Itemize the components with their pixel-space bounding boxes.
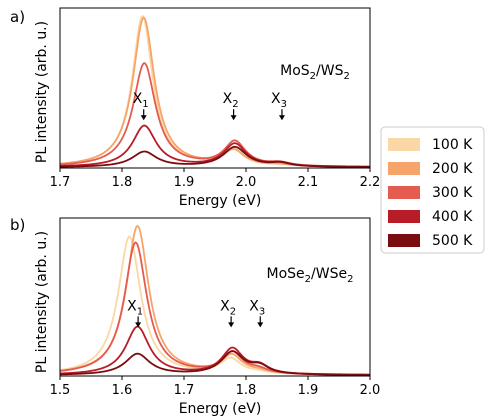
panel-a-y-axis-label: PL intensity (arb. u.) xyxy=(34,21,50,163)
panel-a-peak-label-x2: X2 xyxy=(223,91,239,121)
panel-b-x-tick-label: 1.6 xyxy=(112,383,133,398)
legend-label: 300 K xyxy=(432,185,473,201)
panel-a-peak-label-x1: X1 xyxy=(133,91,149,121)
panel-a: a) PL intensity (arb. u.) Energy (eV) 1.… xyxy=(10,7,381,209)
panel-b-x-ticks: 1.5 1.6 1.7 1.8 1.9 2.0 xyxy=(50,376,381,398)
panel-a-material-annotation: MoS2/WS2 xyxy=(280,63,350,82)
panel-a-x-tick-label: 2.2 xyxy=(360,175,381,190)
panel-a-series-100-k xyxy=(59,14,370,168)
panel-a-x-tick-label: 1.7 xyxy=(50,175,71,190)
panel-b-peak-label-text: X3 xyxy=(249,298,265,317)
panel-a-x-tick-label: 2.0 xyxy=(236,175,257,190)
legend-label: 500 K xyxy=(432,233,473,249)
panel-b-peak-label-x1: X1 xyxy=(127,298,143,328)
legend-entry-200-k: 200 K xyxy=(388,161,473,177)
panel-b-material-a-sub: 2 xyxy=(305,274,311,285)
panel-a-peak-arrow-head xyxy=(140,115,147,121)
legend-label: 200 K xyxy=(432,161,473,177)
panel-b-material-annotation: MoSe2/WSe2 xyxy=(267,266,354,285)
panel-b-x-tick-label: 1.5 xyxy=(50,383,71,398)
panel-a-peak-label-text: X2 xyxy=(223,91,239,110)
panel-b-x-tick-label: 1.8 xyxy=(236,383,257,398)
panel-b-peak-label-text: X2 xyxy=(220,298,236,317)
legend-label: 100 K xyxy=(432,137,473,153)
panel-b: b) PL intensity (arb. u.) Energy (eV) 1.… xyxy=(10,216,380,417)
panel-b-x-tick-label: 1.9 xyxy=(298,383,319,398)
panel-a-peak-arrow-head xyxy=(278,115,285,121)
legend-swatch xyxy=(388,138,420,151)
panel-b-curves xyxy=(59,224,371,376)
panel-a-peak-label-text: X3 xyxy=(271,91,287,110)
legend-swatch xyxy=(388,234,420,247)
panel-b-y-axis-label: PL intensity (arb. u.) xyxy=(34,231,50,373)
legend-items: 100 K 200 K 300 K 400 K 500 K xyxy=(388,137,473,249)
panel-a-series-500-k xyxy=(59,145,370,168)
panel-b-axes-frame xyxy=(59,217,371,377)
panel-b-peak-label-x3: X3 xyxy=(249,298,265,328)
panel-a-x-axis-label: Energy (eV) xyxy=(179,193,262,209)
panel-a-x-tick-label: 2.1 xyxy=(298,175,319,190)
legend-entry-400-k: 400 K xyxy=(388,209,473,225)
panel-b-peak-labels: X1 X2 X3 xyxy=(127,298,265,328)
panel-a-x-ticks: 1.7 1.8 1.9 2.0 2.1 2.2 xyxy=(50,168,381,190)
panel-a-material-sep: /WS xyxy=(316,63,344,79)
panel-a-material-b-sub: 2 xyxy=(343,71,349,82)
legend-label: 400 K xyxy=(432,209,473,225)
panel-b-peak-arrow-head xyxy=(257,322,264,328)
panel-b-peak-arrow-head xyxy=(135,322,142,328)
legend-swatch xyxy=(388,210,420,223)
panel-a-peak-arrow-head xyxy=(230,115,237,121)
panel-b-x-tick-label: 2.0 xyxy=(360,383,381,398)
panel-a-series-200-k xyxy=(59,16,371,168)
panel-a-curves xyxy=(59,14,371,168)
panel-b-series-100-k xyxy=(59,235,370,376)
panel-b-material-sep: /WSe xyxy=(311,266,347,282)
legend-swatch xyxy=(388,162,420,175)
panel-b-x-tick-label: 1.7 xyxy=(174,383,195,398)
panel-b-peak-label-x2: X2 xyxy=(220,298,236,328)
panel-b-label: b) xyxy=(10,216,25,234)
panel-b-x-axis-label: Energy (eV) xyxy=(179,401,262,417)
panel-b-peak-arrow-head xyxy=(228,322,235,328)
panel-a-material-a-sub: 2 xyxy=(310,71,316,82)
panel-a-x-tick-label: 1.8 xyxy=(112,175,133,190)
panel-a-peak-labels: X1 X2 X3 xyxy=(133,91,287,121)
panel-b-material-b-sub: 2 xyxy=(347,274,353,285)
panel-a-peak-label-x3: X3 xyxy=(271,91,287,121)
panel-a-axes-frame xyxy=(59,7,371,169)
legend-entry-500-k: 500 K xyxy=(388,233,473,249)
panel-b-material-a: MoSe xyxy=(267,266,305,282)
legend-entry-300-k: 300 K xyxy=(388,185,473,201)
panel-a-peak-label-text: X1 xyxy=(133,91,149,110)
legend-entry-100-k: 100 K xyxy=(388,137,473,153)
panel-a-x-tick-label: 1.9 xyxy=(174,175,195,190)
legend: 100 K 200 K 300 K 400 K 500 K xyxy=(380,126,485,254)
panel-b-peak-label-text: X1 xyxy=(127,298,143,317)
legend-swatch xyxy=(388,186,420,199)
panel-b-series-500-k xyxy=(59,350,371,376)
panel-a-label: a) xyxy=(10,8,25,26)
panel-b-series-300-k xyxy=(59,241,370,376)
panel-a-material-a: MoS xyxy=(280,63,310,79)
